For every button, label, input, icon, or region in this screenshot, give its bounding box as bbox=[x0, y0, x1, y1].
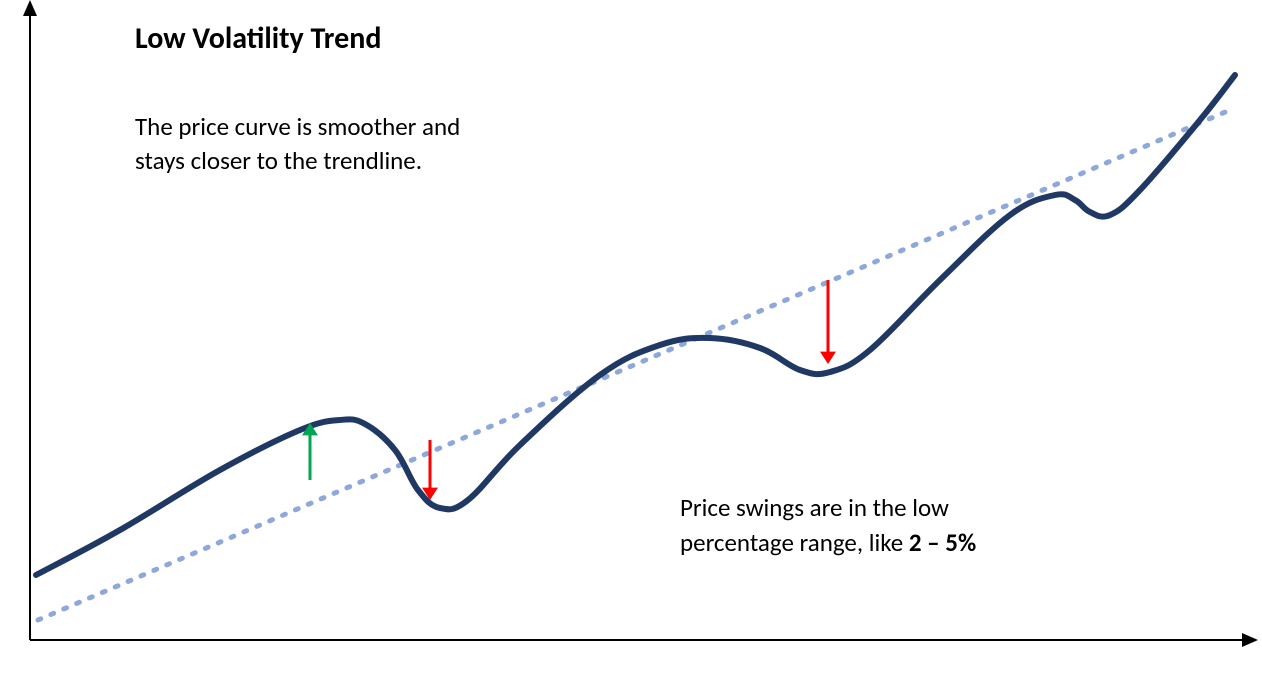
chart-caption-line2: percentage range, like 2 – 5% bbox=[680, 525, 976, 560]
chart-description-line2: stays closer to the trendline. bbox=[135, 144, 460, 178]
chart-caption-line1: Price swings are in the low bbox=[680, 490, 976, 525]
chart-description: The price curve is smoother and stays cl… bbox=[135, 110, 460, 178]
x-axis-arrowhead bbox=[1242, 633, 1258, 647]
chart-caption-line2-plain: percentage range, like bbox=[680, 527, 909, 558]
y-axis-arrowhead bbox=[23, 0, 37, 16]
indicator-arrows bbox=[302, 280, 836, 500]
volatility-chart bbox=[0, 0, 1262, 676]
chart-caption: Price swings are in the low percentage r… bbox=[680, 490, 976, 560]
trendline bbox=[38, 110, 1230, 620]
chart-caption-line2-bold: 2 – 5% bbox=[909, 527, 976, 558]
green-up-arrow bbox=[302, 423, 318, 480]
axes-group bbox=[23, 0, 1258, 647]
chart-stage: Low Volatility Trend The price curve is … bbox=[0, 0, 1262, 676]
chart-description-line1: The price curve is smoother and bbox=[135, 110, 460, 144]
red-down-arrow-2 bbox=[820, 280, 836, 364]
chart-title: Low Volatility Trend bbox=[135, 20, 381, 57]
